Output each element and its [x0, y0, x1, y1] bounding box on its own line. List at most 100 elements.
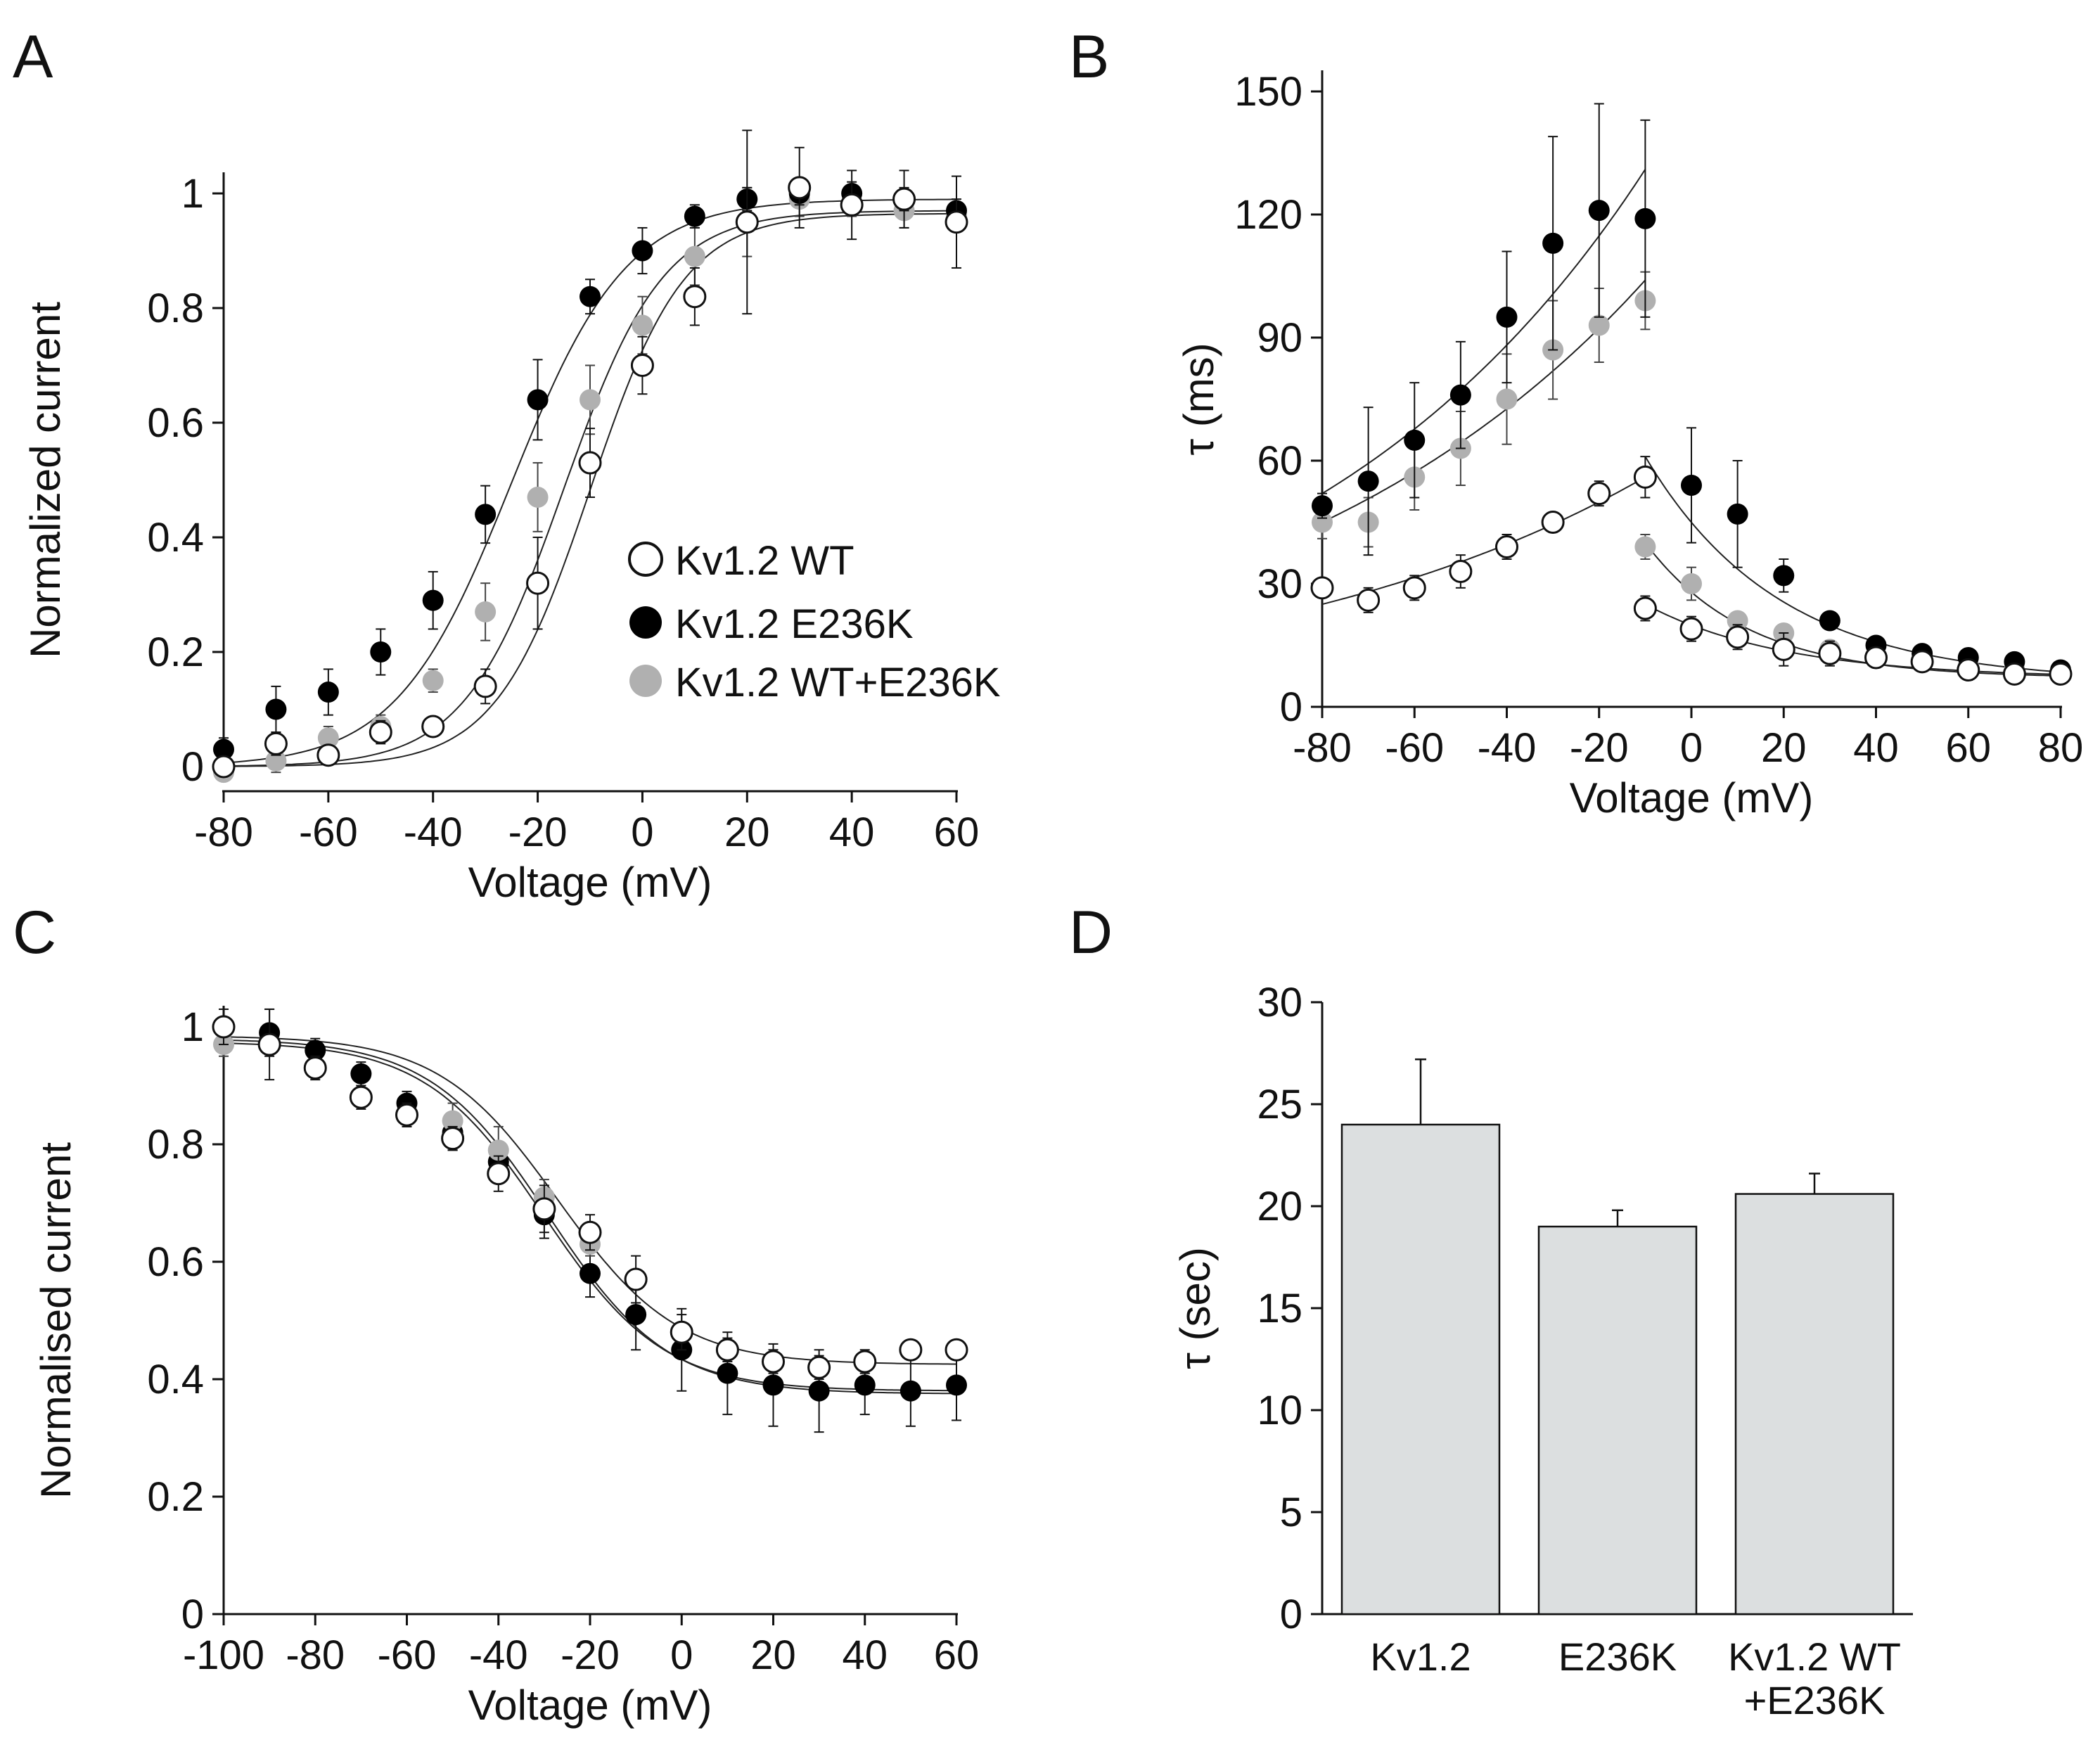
y-tick-label: 5 [1280, 1490, 1302, 1535]
panel-d: D 0 5 10 15 20 25 30 τ (sec) Kv1.2 E236K Kv1.2 WT+… [1069, 899, 1913, 1722]
data-point-kv1-2-wt [892, 187, 916, 211]
x-axis-label: Voltage (mV) [468, 1682, 712, 1729]
y-tick-label: 0 [1280, 1592, 1302, 1637]
data-point-kv1-2-e236k [1449, 384, 1471, 406]
legend-marker [628, 542, 663, 577]
data-point-kv1-2-wt [1864, 646, 1888, 670]
data-point-kv1-2-wt [532, 1197, 556, 1221]
bar [1537, 1225, 1698, 1616]
y-tick-label: 0 [181, 1592, 204, 1637]
data-point-kv1-2-e236k [1727, 503, 1748, 525]
data-point-kv1-2-wt [1772, 637, 1795, 661]
x-tick-label: -60 [378, 1632, 437, 1678]
y-tick-label: 10 [1257, 1388, 1302, 1433]
data-point-kv1-2-wt [1357, 588, 1381, 612]
y-tick-label: 0.2 [147, 1474, 204, 1520]
category-label: Kv1.2 WT [1728, 1635, 1901, 1679]
data-point-kv1-2-wt [1679, 617, 1703, 641]
data-point-kv1-2-e236k [1496, 306, 1518, 328]
x-tick-label: 0 [631, 810, 653, 855]
data-point-kv1-2-wt [2049, 662, 2073, 686]
x-tick-label: 40 [1853, 725, 1899, 771]
data-point-kv1-2-wt [487, 1162, 511, 1186]
panel-b: B 0 30 60 90 120 150 -80 -60 -40 -20 0 20 40 60 80 Volt… [1069, 23, 2083, 821]
y-tick-label: 0 [1280, 684, 1302, 730]
data-point-kv1-2-wt [1818, 641, 1842, 665]
y-tick-label: 150 [1234, 69, 1302, 115]
data-point-kv1-2-wt [1633, 596, 1657, 620]
y-axis-label: τ (sec) [1172, 1247, 1219, 1369]
legend-marker [629, 606, 662, 639]
data-point-kv1-2-e236k [1404, 429, 1426, 451]
fit-curve [223, 1036, 956, 1365]
x-tick-label: 40 [829, 810, 875, 855]
fit-curve [1321, 476, 1646, 606]
data-point-kv1-2-wt [303, 1056, 327, 1080]
data-point-kv1-2-wt [349, 1085, 373, 1109]
x-axis-label: Voltage (mV) [1570, 774, 1814, 821]
y-tick-label: 0.2 [147, 629, 204, 675]
data-point-kv1-2-wt [840, 193, 864, 217]
x-tick-label: -60 [299, 810, 358, 855]
data-point-kv1-2-e236k [580, 286, 601, 307]
x-tick-label: -20 [1570, 725, 1629, 771]
fit-curve [223, 198, 956, 764]
x-tick-label: 0 [670, 1632, 693, 1678]
data-point-kv1-2-wt [735, 210, 759, 234]
y-tick-label: 30 [1257, 980, 1302, 1025]
data-point-kv1-2-wt [670, 1320, 693, 1344]
data-point-kv1-2-e236k [1634, 207, 1656, 229]
y-tick-label: 0.8 [147, 286, 204, 331]
data-point-kv1-2-wt-e236k [527, 486, 549, 508]
data-point-kv1-2-wt-e236k [1588, 314, 1610, 336]
panel-letter-d: D [1069, 899, 1113, 966]
y-tick-label: 15 [1257, 1286, 1302, 1331]
y-tick-label: 60 [1257, 438, 1302, 484]
data-point-kv1-2-e236k [1357, 471, 1379, 492]
data-point-kv1-2-wt-e236k [1634, 536, 1656, 558]
panel-c: C 0 0.2 0.4 0.6 0.8 1 -100 -80 -60 -40 -20 0 20 40 60 V… [13, 899, 979, 1729]
data-point-kv1-2-wt [1310, 576, 1334, 600]
data-point-kv1-2-wt-e236k [442, 1110, 463, 1132]
data-point-kv1-2-e236k [632, 240, 653, 262]
x-tick-label: -80 [1293, 725, 1352, 771]
data-point-kv1-2-wt-e236k [1727, 610, 1748, 632]
y-tick-label: 0.6 [147, 400, 204, 446]
data-point-kv1-2-wt [316, 743, 340, 767]
data-point-kv1-2-wt [945, 210, 968, 234]
data-point-kv1-2-wt-e236k [1681, 573, 1702, 594]
plot-b: 0 30 60 90 120 150 -80 -60 -40 -20 0 20 40 60 80 Voltag… [1175, 69, 2083, 821]
y-tick-label: 0.4 [147, 1357, 204, 1402]
data-point-kv1-2-wt [212, 1015, 236, 1039]
data-point-kv1-2-wt [807, 1355, 831, 1379]
data-point-kv1-2-wt [899, 1338, 923, 1362]
y-axis-label: τ (ms) [1175, 343, 1222, 455]
data-point-kv1-2-wt [441, 1127, 465, 1151]
data-point-kv1-2-wt-e236k [475, 601, 497, 622]
data-point-kv1-2-wt [683, 285, 707, 309]
x-tick-label: 60 [934, 810, 980, 855]
data-point-kv1-2-wt-e236k [487, 1139, 509, 1161]
data-point-kv1-2-wt-e236k [1312, 511, 1333, 533]
category-label: +E236K [1744, 1678, 1885, 1722]
fit-curve [1644, 456, 2061, 673]
fit-curve [1321, 169, 1646, 494]
y-tick-label: 1 [181, 171, 204, 217]
data-point-kv1-2-e236k [717, 1362, 738, 1384]
x-tick-label: -20 [561, 1632, 620, 1678]
legend-marker [629, 665, 662, 697]
data-point-kv1-2-wt [1957, 658, 1980, 682]
data-point-kv1-2-e236k [317, 682, 339, 703]
data-point-kv1-2-e236k [475, 504, 497, 525]
x-tick-label: -40 [469, 1632, 528, 1678]
data-point-kv1-2-e236k [762, 1374, 784, 1396]
data-point-kv1-2-wt-e236k [580, 389, 601, 411]
data-point-kv1-2-wt [212, 755, 236, 779]
data-point-kv1-2-wt [2002, 662, 2026, 686]
data-point-kv1-2-wt [578, 451, 602, 475]
data-point-kv1-2-wt [526, 571, 550, 595]
data-point-kv1-2-wt [945, 1338, 968, 1362]
data-point-kv1-2-e236k [684, 205, 705, 227]
x-tick-label: -80 [194, 810, 253, 855]
